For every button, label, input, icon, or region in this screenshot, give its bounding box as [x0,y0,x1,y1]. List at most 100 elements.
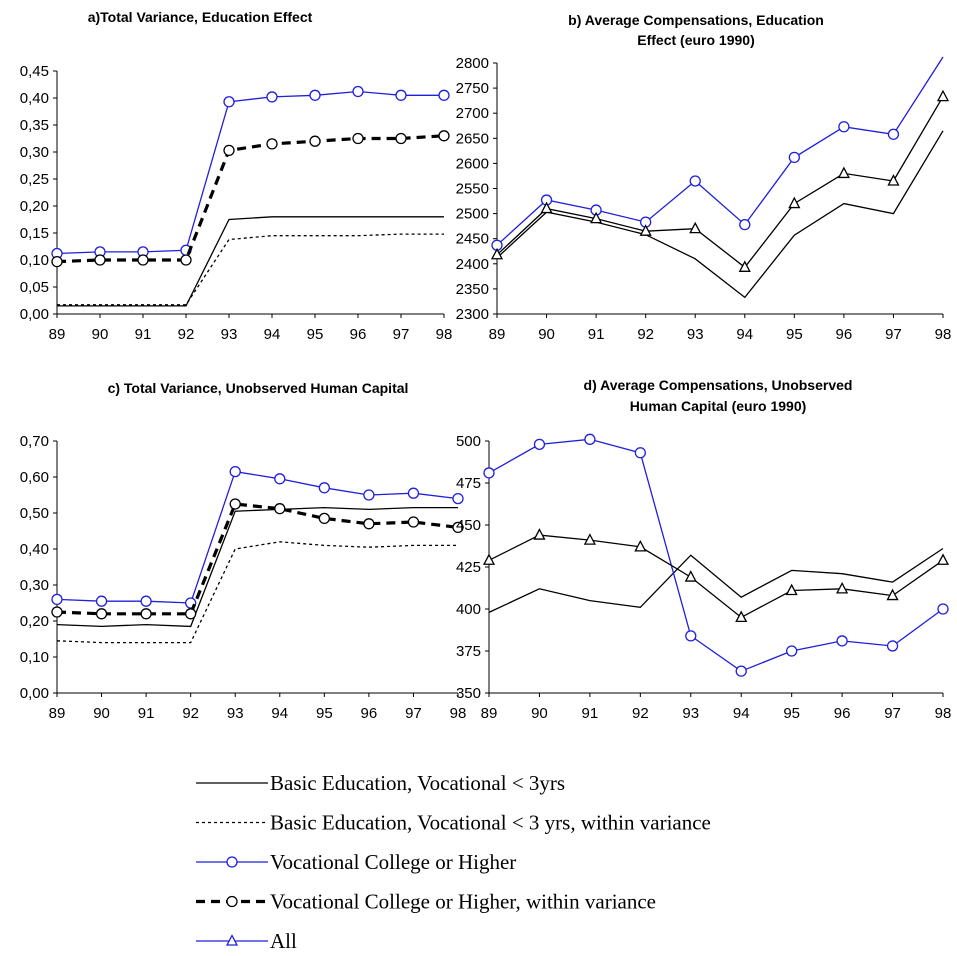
data-point [352,85,364,98]
series-basic [57,216,444,307]
series-basic [496,130,944,299]
x-tick-label: 94 [733,705,750,722]
y-tick-label: 0,40 [20,90,49,107]
series-basic [56,506,458,628]
series-line [57,216,444,307]
data-point [452,492,464,505]
x-tick-label: 93 [221,326,238,343]
x-tick-label: 98 [935,705,952,722]
panel-d: d) Average Compensations, Unobserved Huma… [456,377,951,722]
x-tick-label: 95 [316,705,333,722]
data-point [363,489,375,501]
y-tick-label: 0,25 [20,171,49,188]
x-tick-label: 97 [405,705,422,722]
data-point [223,96,235,108]
series-line [56,506,458,628]
data-point [363,518,375,530]
legend-item-basic-within: Basic Education, Vocational < 3 yrs, wit… [196,811,711,835]
data-point [229,498,241,510]
data-point [180,254,192,266]
data-point [689,221,702,234]
x-tick-label: 93 [682,705,699,722]
y-tick-label: 2800 [456,55,489,72]
data-point [140,595,152,607]
data-point [590,211,603,224]
data-point [634,539,647,552]
x-tick-label: 97 [885,326,902,343]
series-college [483,433,949,677]
data-point [137,254,149,266]
x-tick-label: 92 [178,326,195,343]
data-point [266,91,278,103]
x-tick-label: 98 [450,705,467,722]
x-tick-label: 89 [49,326,66,343]
y-tick-label: 0,20 [20,198,49,215]
legend-item-all: All [196,929,297,953]
data-point [309,135,321,147]
data-point [274,503,286,515]
x-tick-label: 93 [687,326,704,343]
data-point [274,473,286,485]
y-tick-label: 2750 [456,80,489,97]
legend-marker [226,856,238,868]
data-point [887,128,900,140]
series-college [491,56,944,251]
series-college [51,85,450,260]
y-tick-label: 2600 [456,155,489,172]
data-point [352,132,364,145]
data-point [266,138,278,150]
legend-label: Basic Education, Vocational < 3 yrs, wit… [270,811,711,835]
y-tick-label: 2450 [456,231,489,248]
y-tick-label: 0,70 [20,433,49,450]
x-tick-label: 90 [92,326,109,343]
y-tick-label: 0,50 [20,505,49,522]
x-tick-label: 95 [783,705,800,722]
series-line [496,130,944,299]
data-point [140,608,152,620]
legend-item-basic: Basic Education, Vocational < 3yrs [196,771,565,795]
series-all [482,528,950,623]
x-tick-label: 94 [736,326,753,343]
data-point [229,465,241,478]
data-point [533,528,546,540]
data-point [584,433,596,445]
x-tick-label: 94 [264,326,281,343]
panel-c: c) Total Variance, Unobserved Human Capi… [20,380,467,722]
data-point [51,593,63,606]
x-tick-label: 96 [361,705,378,722]
chart-title: d) Average Compensations, Unobserved [584,377,853,393]
series-basic-within [56,541,458,644]
x-tick-label: 91 [588,326,605,343]
y-tick-label: 0,60 [20,469,49,486]
y-tick-label: 0,30 [20,144,49,161]
x-tick-label: 91 [138,705,155,722]
panel-b: b) Average Compensations, Education Effec… [456,12,952,343]
chart-title: a)Total Variance, Education Effect [88,9,313,25]
series-line [56,541,458,644]
series-line [488,534,944,619]
data-point [309,89,321,101]
x-tick-label: 98 [436,326,453,343]
data-point [407,487,420,499]
x-tick-label: 96 [350,326,367,343]
data-point [533,438,546,451]
y-tick-label: 0,35 [20,117,49,134]
y-tick-label: 2650 [456,130,489,147]
x-tick-label: 93 [227,705,244,722]
x-tick-label: 92 [632,705,649,722]
x-tick-label: 95 [307,326,324,343]
data-point [788,151,800,164]
data-point [185,608,197,620]
data-point [223,144,235,157]
data-point [735,665,747,677]
y-tick-label: 2550 [456,181,489,198]
series-line [56,502,459,616]
data-point [94,254,106,266]
data-point [788,196,801,209]
x-tick-label: 90 [531,705,548,722]
x-tick-label: 94 [271,705,288,722]
legend: Basic Education, Vocational < 3yrs Basic … [196,771,711,953]
data-point [95,595,108,607]
data-point [490,247,504,260]
